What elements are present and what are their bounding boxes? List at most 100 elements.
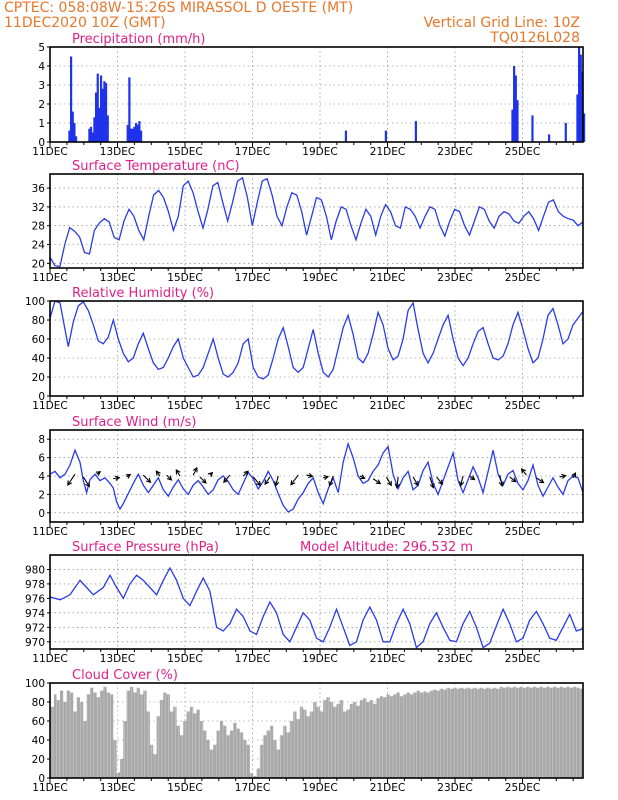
y-tick-label: 24 bbox=[32, 240, 46, 252]
wind-vector bbox=[536, 477, 544, 484]
x-tick-label: 17DEC bbox=[235, 526, 270, 538]
wind-vector-head bbox=[323, 474, 330, 481]
cloud-area bbox=[50, 686, 583, 778]
panel-title: Surface Pressure (hPa) bbox=[72, 540, 219, 555]
wind-vector-head bbox=[201, 478, 207, 484]
x-tick-label: 19DEC bbox=[302, 526, 337, 538]
wind-vector-head bbox=[207, 471, 214, 478]
wind-vector-head bbox=[223, 477, 229, 484]
wind-vector bbox=[499, 474, 503, 486]
wind-vector-head bbox=[539, 478, 545, 484]
panel-title: Surface Wind (m/s) bbox=[72, 415, 196, 430]
x-tick-label: 13DEC bbox=[100, 272, 135, 284]
x-tick-label: 15DEC bbox=[167, 272, 202, 284]
x-tick-label: 17DEC bbox=[235, 782, 270, 794]
precip-bar bbox=[344, 130, 348, 142]
wind-vector bbox=[275, 475, 279, 486]
y-tick-label: 5 bbox=[38, 42, 45, 54]
precip-bar bbox=[71, 111, 74, 142]
x-tick-label: 25DEC bbox=[505, 782, 540, 794]
y-tick-label: 100 bbox=[25, 678, 45, 690]
wind-vector-head bbox=[274, 481, 280, 487]
x-tick-label: 13DEC bbox=[100, 782, 135, 794]
panel-title: Surface Temperature (nC) bbox=[72, 159, 240, 174]
wind-vector bbox=[429, 476, 434, 488]
wind-vector-head bbox=[95, 471, 102, 477]
x-tick-label: 21DEC bbox=[370, 400, 405, 412]
x-tick-label: 21DEC bbox=[370, 782, 405, 794]
precip-bar bbox=[513, 66, 516, 142]
x-tick-label: 25DEC bbox=[505, 653, 540, 665]
y-tick-label: 28 bbox=[32, 221, 45, 233]
wind-vector bbox=[175, 469, 181, 477]
precip-bar bbox=[89, 126, 93, 142]
y-tick-label: 0 bbox=[38, 391, 45, 403]
panel-frame bbox=[49, 173, 584, 269]
wind-vector-head bbox=[438, 479, 444, 486]
y-tick-label: 32 bbox=[32, 202, 45, 214]
wind-vector-head bbox=[459, 481, 465, 487]
x-tick-label: 25DEC bbox=[505, 526, 540, 538]
temp-series-line bbox=[50, 176, 583, 268]
wind-vector-head bbox=[571, 472, 577, 478]
precip-bar bbox=[414, 121, 417, 142]
y-tick-label: 974 bbox=[25, 608, 45, 620]
wind-vector-head bbox=[175, 469, 181, 475]
precip-bar bbox=[93, 117, 96, 142]
model-altitude: Model Altitude: 296.532 m bbox=[300, 540, 473, 555]
x-tick-label: 23DEC bbox=[437, 782, 472, 794]
x-tick-label: 11DEC bbox=[32, 526, 67, 538]
x-tick-label: 13DEC bbox=[100, 146, 135, 158]
y-tick-label: 4 bbox=[38, 61, 45, 73]
wind-vector bbox=[396, 476, 399, 488]
precip-bar bbox=[136, 124, 139, 142]
wind-vector bbox=[264, 476, 271, 485]
x-tick-label: 15DEC bbox=[167, 146, 202, 158]
x-tick-label: 23DEC bbox=[437, 653, 472, 665]
wind-vector bbox=[82, 476, 90, 487]
wind-vector-head bbox=[429, 483, 435, 489]
wind-vector bbox=[329, 475, 334, 486]
precip-bar bbox=[133, 126, 136, 142]
wind-vector-head bbox=[243, 470, 249, 476]
precip-bar bbox=[139, 130, 143, 142]
y-tick-label: 978 bbox=[25, 579, 45, 591]
panel-frame bbox=[49, 300, 584, 397]
precip-bar bbox=[96, 73, 99, 142]
y-tick-label: 20 bbox=[32, 372, 45, 384]
x-tick-label: 21DEC bbox=[370, 272, 405, 284]
wind-vector bbox=[412, 476, 419, 486]
wind-vector bbox=[199, 476, 207, 484]
wind-vector bbox=[67, 473, 76, 486]
wind-series-line bbox=[50, 441, 583, 513]
wind-vector bbox=[372, 478, 381, 485]
wind-vector-head bbox=[308, 472, 314, 479]
x-tick-label: 13DEC bbox=[100, 400, 135, 412]
precip-bar bbox=[516, 100, 519, 142]
precip-bar bbox=[128, 77, 131, 142]
panel-cloud: 0 20 40 60 80 100 11DEC 13DEC 15DEC 17DEC 19DEC 21D… bbox=[25, 668, 584, 794]
precip-bar bbox=[106, 115, 109, 142]
x-tick-label: 19DEC bbox=[302, 782, 337, 794]
precip-bar bbox=[74, 136, 78, 142]
precip-bar bbox=[583, 113, 586, 142]
x-tick-label: 15DEC bbox=[167, 782, 202, 794]
x-tick-label: 21DEC bbox=[370, 653, 405, 665]
wind-vector-head bbox=[387, 480, 392, 487]
panel-temp: 20 24 28 32 36 11DEC 13DEC 15DEC 17DEC 19DEC 21DEC… bbox=[32, 159, 584, 284]
wind-vector-head bbox=[146, 477, 152, 484]
wind-vector bbox=[290, 474, 299, 486]
y-tick-label: 40 bbox=[32, 735, 45, 747]
x-tick-label: 13DEC bbox=[100, 526, 135, 538]
precip-bar bbox=[98, 107, 101, 142]
header-code: TQ0126L028 bbox=[489, 30, 580, 46]
y-tick-label: 4 bbox=[38, 471, 45, 483]
precip-bar bbox=[576, 94, 579, 142]
precip-bar bbox=[101, 88, 104, 142]
wind-vector bbox=[192, 467, 198, 476]
wind-vector-head bbox=[264, 479, 270, 486]
precip-bar bbox=[69, 56, 73, 142]
y-tick-label: 20 bbox=[32, 258, 45, 270]
wind-vector bbox=[460, 475, 464, 486]
wind-vector-head bbox=[375, 479, 382, 485]
